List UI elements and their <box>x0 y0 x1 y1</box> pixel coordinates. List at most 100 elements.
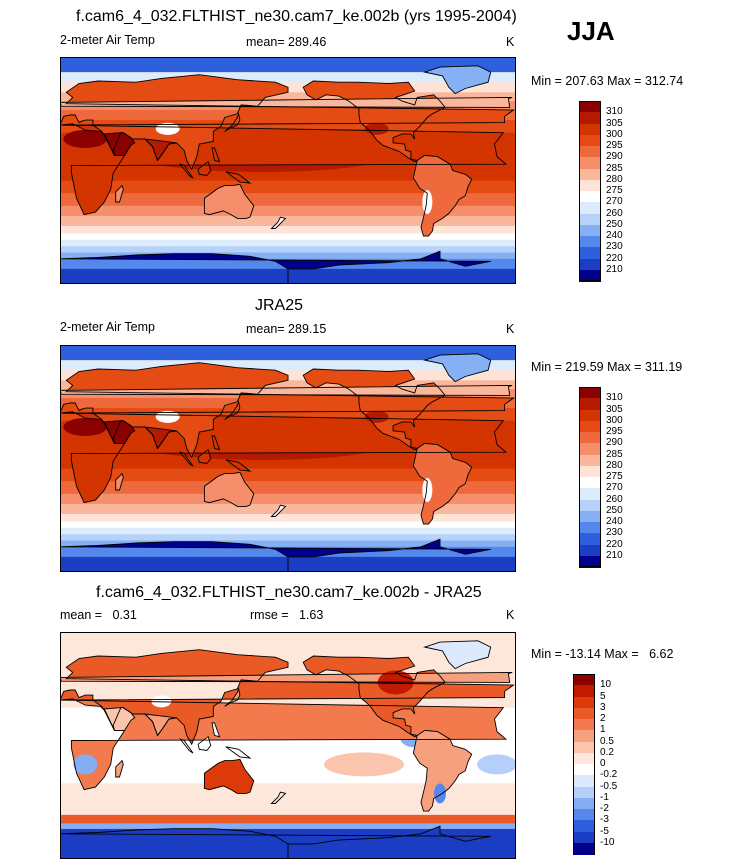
colorbar-tick-label: 305 <box>606 403 623 415</box>
colorbar-tick-label: 305 <box>606 117 623 129</box>
colorbar-tick-label: 5 <box>600 690 606 702</box>
colorbar-tick-label: -1 <box>600 791 609 803</box>
coastline <box>423 65 492 95</box>
hot-spot <box>63 417 108 436</box>
land-region <box>413 155 472 237</box>
diff-patch <box>324 752 404 777</box>
coastline <box>143 713 177 737</box>
colorbar-tick-label: -0.2 <box>600 769 618 781</box>
colorbar-tick-label: 220 <box>606 252 623 264</box>
coastline <box>60 384 513 396</box>
temperature-band <box>60 239 516 247</box>
colorbar-tick-label: 3 <box>600 701 606 713</box>
colorbar-tick-label: 210 <box>606 549 623 561</box>
colorbar-model: 310 305 300 295 290 285 280 275 270 260 250 240 230 2… <box>579 101 623 282</box>
coastline <box>115 759 124 778</box>
land-region <box>303 81 446 162</box>
colorbar-tick-label: 275 <box>606 471 623 482</box>
panel-title-diff: f.cam6_4_032.FLTHIST_ne30.cam7_ke.002b -… <box>96 584 482 601</box>
panel-title-obs: JRA25 <box>255 297 304 314</box>
land-region <box>60 649 514 745</box>
difference-map <box>60 632 516 859</box>
colorbar-tick-label: 260 <box>606 207 623 219</box>
land-region <box>115 185 124 202</box>
tibet-cold-spot <box>155 122 180 135</box>
diff-patch <box>151 695 172 708</box>
colorbar-tick-label: 10 <box>600 679 612 691</box>
diff-mean-label: mean = 0.31 <box>60 608 137 622</box>
temperature-band <box>60 540 516 548</box>
colorbar-tick-label: 280 <box>606 173 623 185</box>
colorbar-tick-label: -10 <box>600 836 615 848</box>
minmax-label: Min = 219.59 Max = 311.19 <box>531 360 683 374</box>
coastline <box>225 459 252 472</box>
diff-band <box>60 814 516 824</box>
andes-cold-spot <box>422 478 433 503</box>
temperature-band <box>60 205 516 217</box>
mean-label: mean= 289.15 <box>246 322 327 336</box>
temperature-band <box>60 193 516 207</box>
coastline <box>270 216 287 229</box>
panel-title-model: f.cam6_4_032.FLTHIST_ne30.cam7_ke.002b (… <box>76 8 517 25</box>
temperature-band <box>60 57 516 73</box>
land-region <box>424 640 491 669</box>
minmax-label: Min = 207.63 Max = 312.74 <box>531 74 684 88</box>
coastline <box>103 420 136 444</box>
colorbar-tick-label: 280 <box>606 459 623 471</box>
coastline <box>179 738 194 754</box>
colorbar-tick-label: 220 <box>606 538 623 550</box>
colorbar-tick-label: 270 <box>606 196 623 208</box>
coastline <box>143 138 177 162</box>
coastline <box>412 729 473 812</box>
coastline <box>115 184 124 203</box>
colorbar-tick-label: 210 <box>606 263 623 275</box>
colorbar-diff: 10 5 3 2 1 0.5 0.2 0 -0.2 -0.5 -1 -2 -3 -5 -10 <box>573 674 617 855</box>
temperature-band <box>60 481 516 495</box>
colorbar-tick-label: 250 <box>606 504 623 516</box>
coastline <box>179 163 194 179</box>
land-region <box>303 656 446 737</box>
colorbar-tick-label: 285 <box>606 162 623 174</box>
diff-patch <box>73 754 98 775</box>
colorbar-tick-label: 285 <box>606 448 623 460</box>
colorbar-tick-label: 0 <box>600 758 606 769</box>
colorbar-tick-label: -5 <box>600 825 609 837</box>
coastline <box>60 671 513 683</box>
colorbar-tick-label: 230 <box>606 241 623 253</box>
land-region <box>424 353 491 382</box>
variable-label: 2-meter Air Temp <box>60 33 155 47</box>
colorbar-tick-label: 295 <box>606 426 623 437</box>
coastline <box>225 171 252 184</box>
coastline <box>211 147 221 163</box>
coastline <box>60 250 491 284</box>
units-label: K <box>506 608 515 622</box>
map-frame <box>60 345 516 572</box>
colorbar-tick-label: -0.5 <box>600 780 618 792</box>
temperature-map-obs <box>60 345 516 572</box>
coastline <box>197 160 212 176</box>
coastline <box>203 183 255 219</box>
temperature-band <box>60 521 516 529</box>
land-region <box>212 435 220 450</box>
land-region <box>204 184 254 219</box>
rmse-label: rmse = 1.63 <box>250 608 324 622</box>
land-region <box>413 443 472 525</box>
temperature-band <box>60 468 516 482</box>
temperature-band <box>60 180 516 194</box>
colorbar-tick-label: 300 <box>606 128 623 140</box>
colorbar-tick-label: 250 <box>606 218 623 230</box>
coastline <box>197 448 212 464</box>
colorbar-tick-label: 240 <box>606 516 623 527</box>
land-region <box>60 362 514 458</box>
temperature-map-model <box>60 57 516 284</box>
coastline <box>225 746 252 759</box>
diff-band <box>60 823 516 829</box>
land-region <box>413 730 472 812</box>
coastline <box>211 722 221 738</box>
coastline <box>224 400 241 420</box>
coastline <box>60 362 515 459</box>
coastline <box>203 471 255 507</box>
land-region <box>303 369 446 450</box>
coastline <box>270 504 287 517</box>
land-region <box>204 472 254 507</box>
